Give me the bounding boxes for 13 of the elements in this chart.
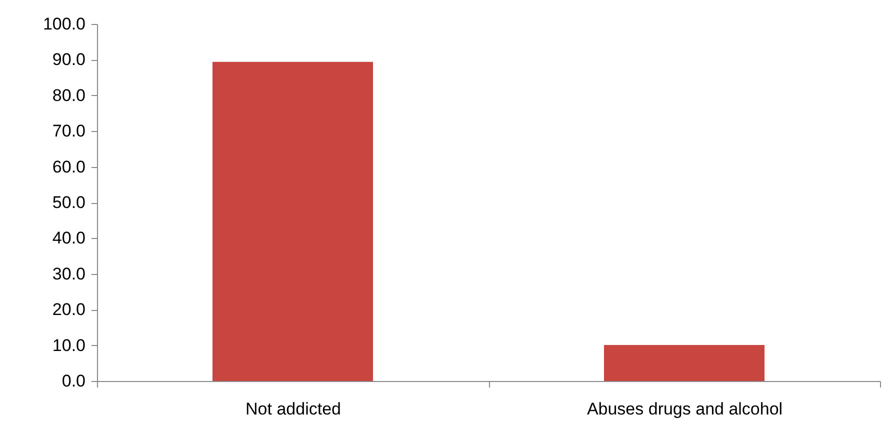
y-tick-label: 90.0	[52, 50, 86, 70]
y-tick-label: 100.0	[42, 14, 86, 34]
y-tick-label: 20.0	[52, 300, 86, 320]
y-tick-label: 80.0	[52, 86, 86, 105]
y-tick-label: 10.0	[52, 336, 86, 355]
y-tick-label: 0.0	[62, 372, 86, 390]
x-tick-label: Not addicted	[246, 400, 341, 418]
y-tick-label: 30.0	[52, 264, 86, 284]
x-tick-label: Abuses drugs and alcohol	[586, 400, 783, 418]
y-tick-label: 40.0	[52, 228, 86, 248]
y-tick-label: 50.0	[52, 193, 86, 212]
y-tick-label: 70.0	[52, 122, 86, 141]
y-tick-label: 60.0	[52, 157, 86, 176]
